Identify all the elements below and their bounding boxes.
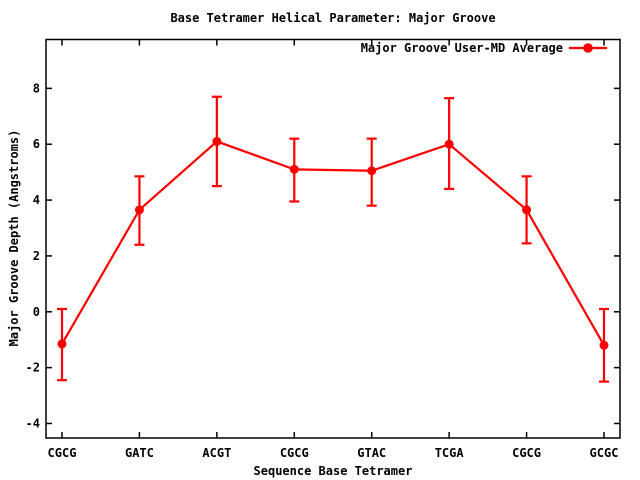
- x-axis-label: Sequence Base Tetramer: [253, 464, 413, 478]
- legend-line-sample-icon: [569, 43, 607, 53]
- data-point-marker: [134, 205, 144, 215]
- y-tick-label: 4: [33, 193, 40, 207]
- legend: Major Groove User-MD Average: [361, 41, 607, 55]
- data-point-marker: [444, 139, 454, 149]
- data-point-marker: [57, 339, 67, 349]
- plot-frame: [45, 38, 621, 439]
- data-point-marker: [599, 340, 609, 350]
- chart-title: Base Tetramer Helical Parameter: Major G…: [170, 11, 496, 25]
- data-point-marker: [289, 164, 299, 174]
- y-tick-label: 0: [33, 305, 40, 319]
- x-tick-label: GATC: [125, 446, 154, 460]
- series-line: [61, 140, 605, 346]
- x-tick-label: ACGT: [202, 446, 231, 460]
- data-point-marker: [212, 136, 222, 146]
- data-point-marker: [522, 205, 532, 215]
- legend-sample-marker: [583, 43, 593, 53]
- x-tick-label: GTAC: [357, 446, 386, 460]
- data-point-marker: [367, 166, 377, 176]
- x-tick-label: CGCG: [48, 446, 77, 460]
- legend-series-label: Major Groove User-MD Average: [360, 41, 563, 55]
- x-tick-label: CGCG: [280, 446, 309, 460]
- y-tick-label: 8: [33, 81, 40, 95]
- x-tick-label: CGCG: [512, 446, 541, 460]
- y-tick-label: 2: [33, 249, 40, 263]
- x-tick-label: TCGA: [435, 446, 465, 460]
- y-tick-label: -2: [26, 361, 40, 375]
- y-axis-label: Major Groove Depth (Angstroms): [7, 129, 21, 347]
- y-tick-label: 6: [33, 137, 40, 151]
- y-tick-label: -4: [26, 416, 40, 430]
- x-tick-label: GCGC: [590, 446, 619, 460]
